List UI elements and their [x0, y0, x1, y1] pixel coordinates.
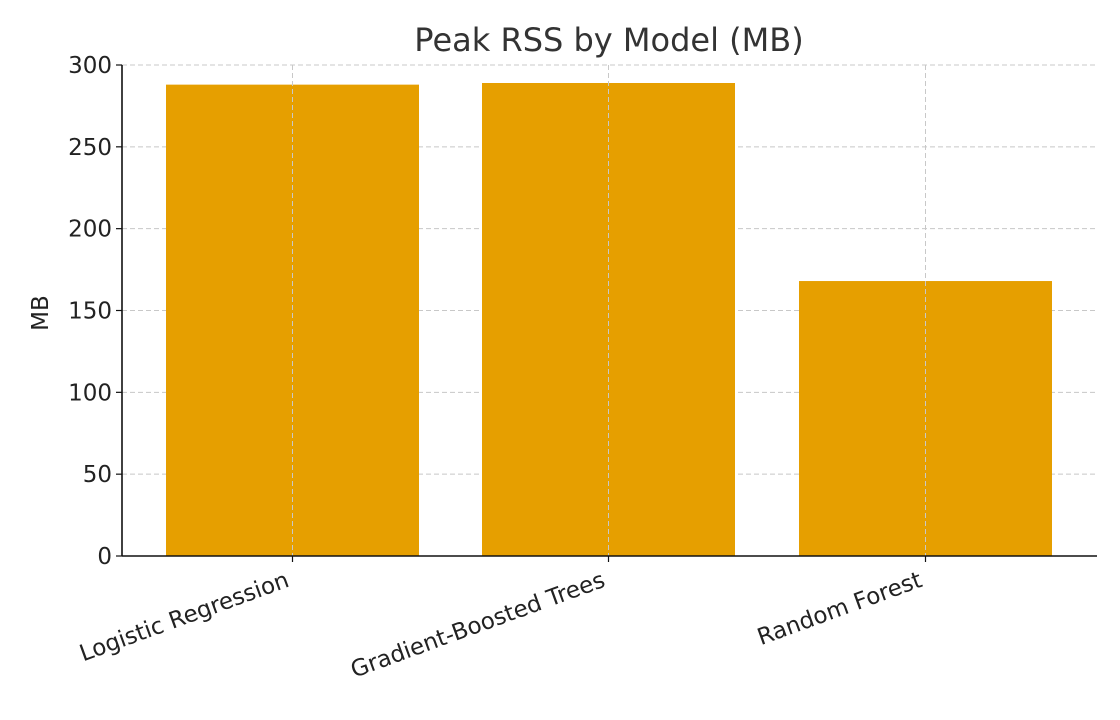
x-tick-label: Gradient-Boosted Trees: [347, 567, 608, 683]
chart-title: Peak RSS by Model (MB): [414, 21, 803, 59]
axes-layer: [116, 64, 1097, 562]
y-tick-label: 200: [68, 217, 112, 243]
x-tick-label: Logistic Regression: [76, 567, 292, 667]
y-tick-label: 300: [68, 53, 112, 79]
x-tick-label: Random Forest: [754, 567, 926, 651]
y-tick-label: 50: [83, 462, 112, 488]
bars-layer: [166, 65, 1052, 557]
y-tick-label: 100: [68, 380, 112, 406]
y-tick-label: 250: [68, 135, 112, 161]
y-tick-label: 150: [68, 299, 112, 325]
y-tick-label: 0: [97, 544, 112, 570]
y-axis-label: MB: [28, 295, 54, 331]
